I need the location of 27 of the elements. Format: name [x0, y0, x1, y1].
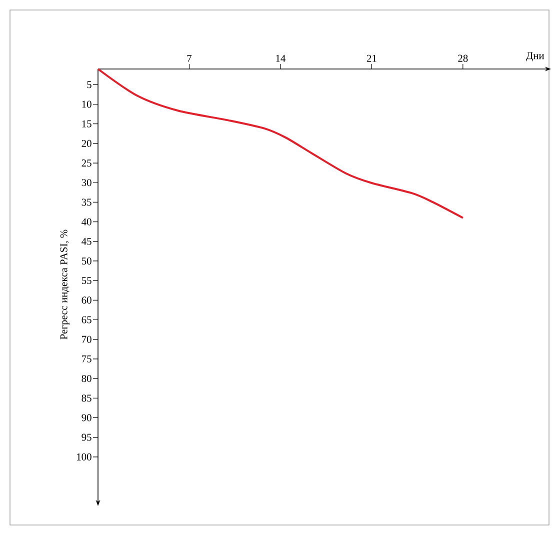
y-tick-label: 95: [82, 434, 92, 441]
y-tick-label: 25: [82, 160, 92, 167]
x-tick-label: 28: [458, 54, 468, 62]
y-tick-label: 100: [77, 453, 92, 460]
y-tick-label: 20: [82, 140, 92, 147]
y-tick-label: 50: [82, 257, 92, 265]
y-tick-label: 85: [82, 394, 92, 402]
y-tick-label: 75: [82, 355, 92, 362]
y-tick-label: 70: [82, 336, 92, 343]
y-tick-label: 5: [87, 81, 92, 88]
line-series: [97, 68, 464, 219]
y-tick-label: 60: [82, 296, 92, 304]
y-tick-label: 90: [82, 414, 92, 422]
y-tick-label: 35: [82, 198, 92, 206]
x-tick-label: 7: [187, 54, 192, 62]
y-tick-label: 15: [82, 120, 92, 128]
x-tick-label: 14: [276, 54, 286, 62]
y-tick-label: 80: [82, 375, 92, 382]
y-tick-label: 40: [82, 218, 92, 226]
x-axis-title: Дни: [526, 52, 544, 62]
y-tick-label: 65: [82, 316, 92, 324]
y-tick-label: 10: [82, 100, 92, 108]
y-tick-label: 45: [82, 238, 92, 245]
x-tick-label: 21: [366, 54, 376, 62]
y-axis-title: Регресс индекса PASI, %: [60, 230, 70, 340]
y-tick-label: 30: [82, 179, 92, 186]
y-tick-label: 55: [82, 277, 92, 284]
